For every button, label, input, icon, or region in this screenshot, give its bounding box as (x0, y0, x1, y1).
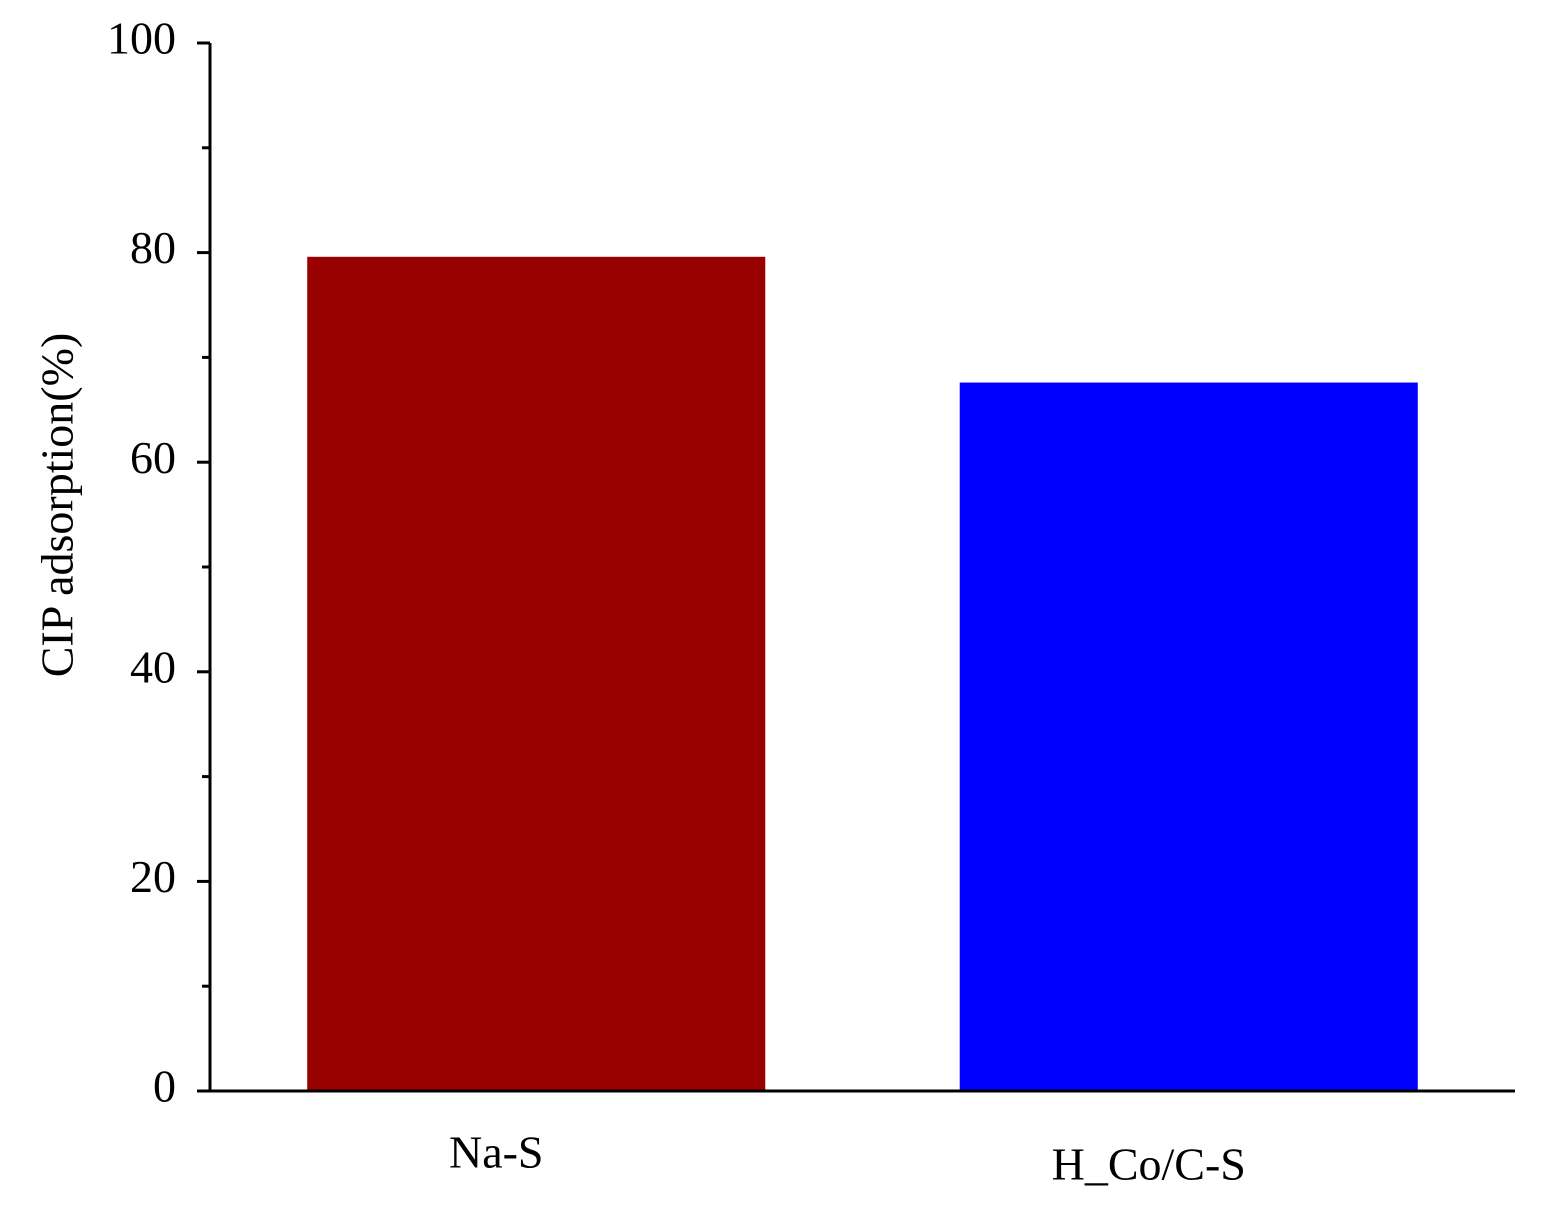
y-tick-label: 80 (130, 222, 176, 273)
x-tick-label: H_Co/C-S (1052, 1139, 1246, 1190)
y-tick-label: 0 (153, 1061, 176, 1112)
x-tick-label: Na-S (449, 1127, 544, 1178)
y-tick-label: 100 (107, 13, 176, 64)
y-axis-label: CIP adsorption(%) (32, 333, 83, 678)
y-tick-label: 20 (130, 851, 176, 902)
y-tick-label: 60 (130, 432, 176, 483)
bar (307, 256, 766, 1091)
y-tick-label: 40 (130, 641, 176, 692)
bar (959, 382, 1418, 1091)
